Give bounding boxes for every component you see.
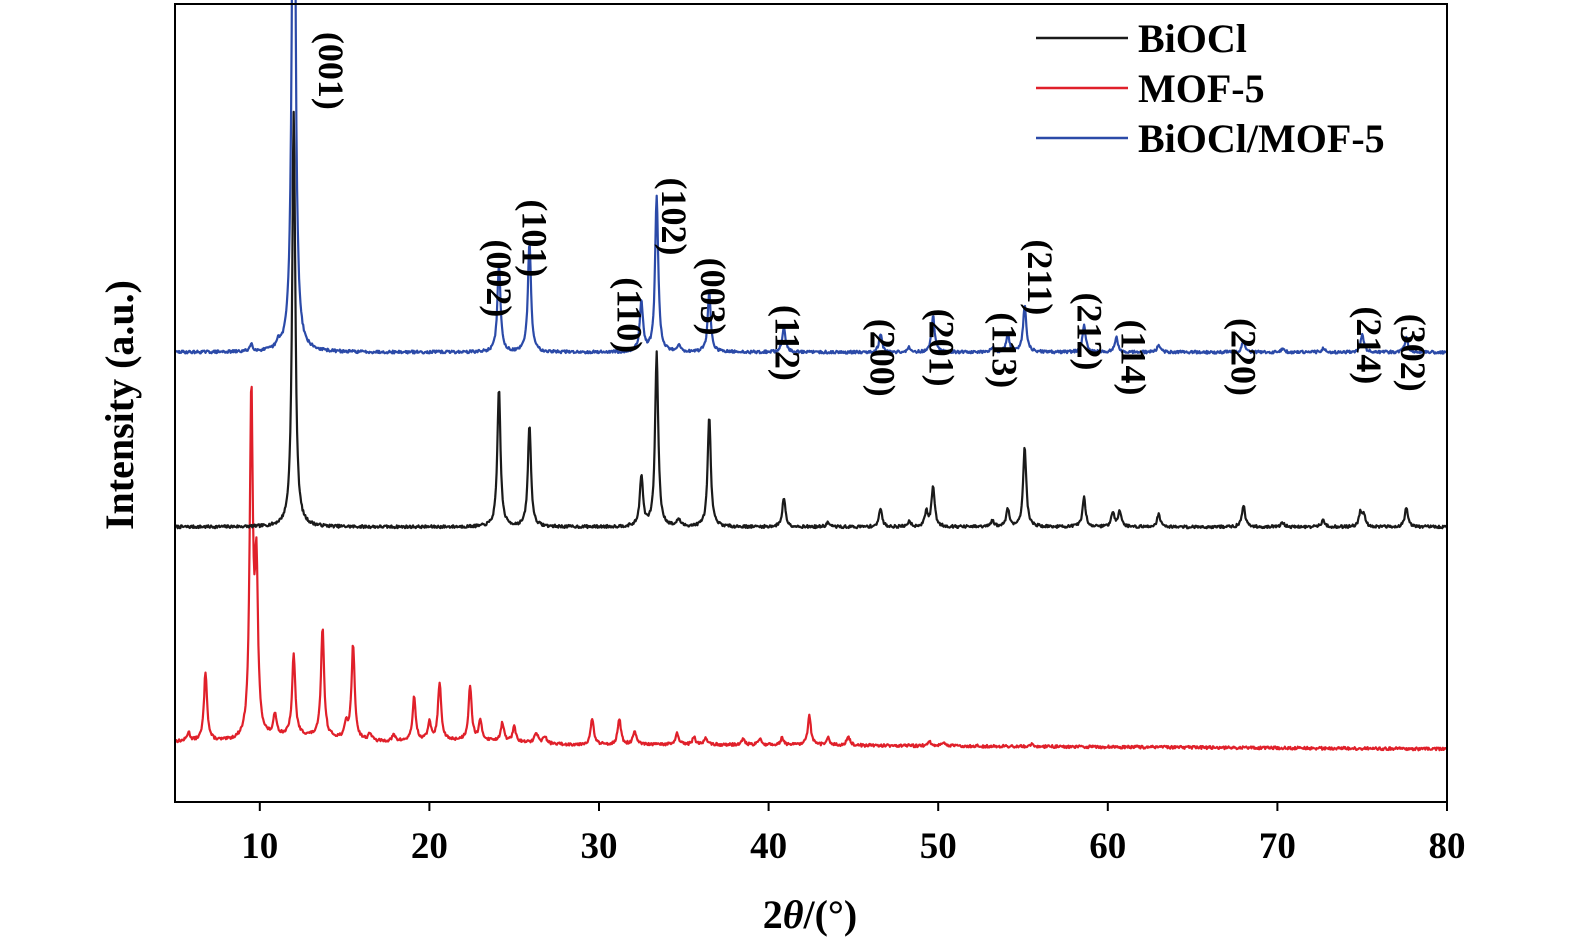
x-tick-label: 20 xyxy=(411,826,448,867)
series-line-biocl-mof-5 xyxy=(173,0,1448,355)
series-line-mof-5 xyxy=(174,385,1448,752)
x-tick-label: 70 xyxy=(1259,826,1296,867)
x-tick-label: 60 xyxy=(1089,826,1126,867)
peak-label: (201) xyxy=(922,309,962,387)
series-layer xyxy=(173,0,1448,752)
y-axis-title: Intensity (a.u.) xyxy=(97,280,142,530)
peak-label: (001) xyxy=(311,32,351,110)
peak-label: (114) xyxy=(1113,320,1153,396)
peak-label: (112) xyxy=(767,305,807,381)
peak-label: (101) xyxy=(515,199,555,277)
peak-label: (002) xyxy=(479,239,519,317)
peak-label: (212) xyxy=(1069,293,1109,371)
peak-label: (102) xyxy=(654,178,694,256)
peak-label: (214) xyxy=(1349,306,1389,384)
peak-label: (200) xyxy=(862,319,902,397)
legend-label: MOF-5 xyxy=(1138,66,1265,111)
peak-label: (110) xyxy=(610,277,650,353)
x-tick-label: 40 xyxy=(750,826,787,867)
peak-annotations: (001) (002)(101) (110)(102)(003) (112) (200)… xyxy=(311,32,1433,397)
peak-label: (211) xyxy=(1020,239,1060,315)
legend-label: BiOCl/MOF-5 xyxy=(1138,116,1385,161)
legend: BiOCl MOF-5 BiOCl/MOF-5 xyxy=(1036,16,1385,161)
peak-label: (302) xyxy=(1393,314,1433,392)
legend-label: BiOCl xyxy=(1138,16,1247,61)
plot-frame xyxy=(174,3,1448,803)
x-tick-label: 50 xyxy=(920,826,957,867)
series-line-biocl xyxy=(173,110,1448,530)
x-tick-label: 80 xyxy=(1429,826,1466,867)
x-tick-label: 10 xyxy=(241,826,278,867)
peak-label: (113) xyxy=(985,312,1025,388)
x-axis-title: 2θ/(°) xyxy=(763,892,858,937)
peak-label: (220) xyxy=(1224,318,1264,396)
x-tick-label: 30 xyxy=(581,826,618,867)
peak-label: (003) xyxy=(693,258,733,336)
x-axis-ticks: 10 20 30 40 50 60 70 80 xyxy=(241,802,1466,867)
